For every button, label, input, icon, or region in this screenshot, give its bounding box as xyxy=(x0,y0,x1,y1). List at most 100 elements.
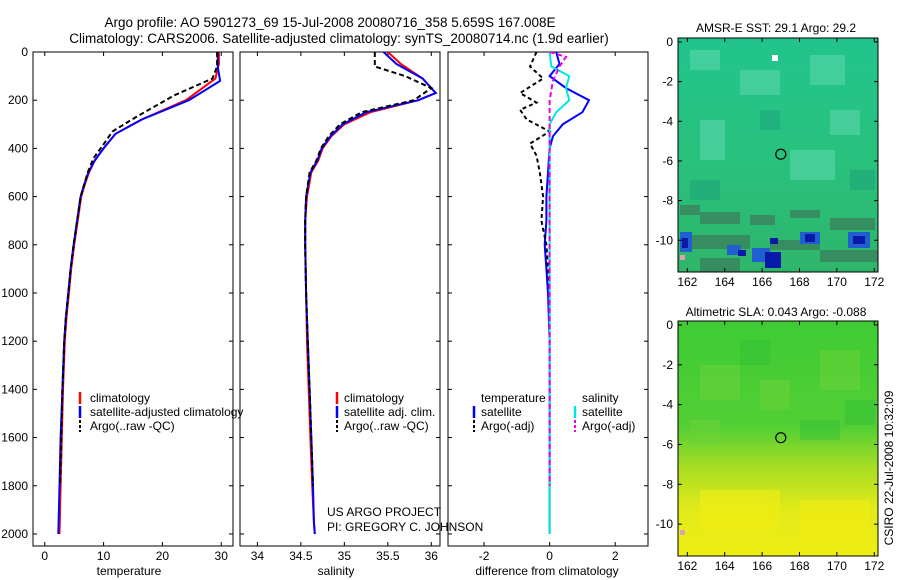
series-line-temperature-satellite xyxy=(543,52,591,534)
sla-map-frame xyxy=(677,320,879,557)
csiro-timestamp: CSIRO 22-Jul-2008 10:32:09 xyxy=(882,390,896,545)
credit-project: US ARGO PROJECT xyxy=(327,505,442,519)
series-line-argo-raw-qc- xyxy=(59,52,219,486)
sst-map-title: AMSR-E SST: 29.1 Argo: 29.2 xyxy=(696,21,856,35)
x-tick-label: 10 xyxy=(97,549,111,563)
map-x-tick-label: 164 xyxy=(715,275,735,289)
difference-series xyxy=(518,52,591,534)
salinity-plot-frame xyxy=(239,51,441,547)
sst-argo-marker xyxy=(775,148,787,160)
depth-axis: 0 200 400 600 800 1000 1200 1400 1600 1800 2000 xyxy=(1,45,28,541)
x-tick-label: 36 xyxy=(425,549,439,563)
map-x-tick-label: 172 xyxy=(864,559,884,573)
difference-x-label: difference from climatology xyxy=(475,564,618,578)
map-x-tick-label: 168 xyxy=(789,559,809,573)
legend-label-satellite-adjusted: satellite-adjusted climatology xyxy=(90,405,243,419)
temperature-series xyxy=(57,52,222,535)
series-line-temperature-argo-adj- xyxy=(518,52,552,486)
salinity-series xyxy=(304,52,438,535)
x-tick-label: 0 xyxy=(41,549,48,563)
temperature-plot-frame xyxy=(32,51,234,547)
figure-title-line2: Climatology: CARS2006. Satellite-adjuste… xyxy=(69,31,609,46)
sla-map-ticks: 162 164 166 168 170 172 0 -2 -4 -6 -8 -10 xyxy=(656,318,885,573)
sst-map-ticks: 162 164 166 168 170 172 0 -2 -4 -6 -8 -10 xyxy=(656,35,885,289)
map-y-tick-label: -6 xyxy=(662,154,673,168)
y-tick-label: 400 xyxy=(8,141,28,155)
legend-label-argo: Argo(..raw -QC) xyxy=(90,419,175,433)
legend-label-climatology: climatology xyxy=(344,391,404,405)
difference-panel: -2 0 2 difference from climatology tempera… xyxy=(447,51,649,578)
legend-label-satellite-adj: satellite adj. clim. xyxy=(344,405,435,419)
x-tick-label: 34 xyxy=(251,549,265,563)
y-tick-label: 1800 xyxy=(1,479,28,493)
series-line-satellite-adjusted-climatology xyxy=(57,52,222,535)
y-tick-label: 1600 xyxy=(1,431,28,445)
map-x-tick-label: 166 xyxy=(752,275,772,289)
series-line-climatology xyxy=(304,52,438,535)
sla-argo-marker xyxy=(775,432,787,444)
x-tick-label: 20 xyxy=(156,549,170,563)
map-y-tick-label: -4 xyxy=(662,114,673,128)
map-y-tick-label: -6 xyxy=(662,437,673,451)
sst-map-field xyxy=(678,38,878,272)
temperature-x-ticks: 0 10 20 30 xyxy=(33,51,233,563)
map-y-tick-label: -10 xyxy=(656,233,674,247)
series-line-salinity-satellite xyxy=(548,52,571,534)
sst-map-panel: AMSR-E SST: 29.1 Argo: 29.2 xyxy=(656,21,885,289)
legend-heading-salinity: salinity xyxy=(582,391,619,405)
series-line-climatology xyxy=(58,52,220,535)
map-y-tick-label: 0 xyxy=(666,35,673,49)
salinity-panel: 34 34.5 35 35.5 36 salinity climatology sate… xyxy=(239,51,483,578)
legend-label-argo: Argo(..raw -QC) xyxy=(344,419,429,433)
temperature-panel: 0 10 20 30 temperature climatology satellit… xyxy=(32,51,243,578)
figure-title-line1: Argo profile: AO 5901273_69 15-Jul-2008 … xyxy=(104,15,555,30)
temperature-x-label: temperature xyxy=(97,564,162,578)
legend-label-temp-satellite: satellite xyxy=(481,405,522,419)
sla-map-title: Altimetric SLA: 0.043 Argo: -0.088 xyxy=(686,305,867,319)
sla-map-panel: Altimetric SLA: 0.043 Argo: -0.088 162 16… xyxy=(656,305,885,573)
salinity-x-label: salinity xyxy=(318,564,355,578)
map-x-tick-label: 172 xyxy=(864,275,884,289)
legend-label-sal-satellite: satellite xyxy=(582,405,623,419)
sst-map-frame xyxy=(677,37,879,273)
map-x-tick-label: 164 xyxy=(715,559,735,573)
sla-map-field xyxy=(678,321,878,556)
legend-label-climatology: climatology xyxy=(90,391,150,405)
map-y-tick-label: -2 xyxy=(662,358,673,372)
x-tick-label: 30 xyxy=(215,549,229,563)
map-x-tick-label: 162 xyxy=(677,559,697,573)
difference-plot-frame xyxy=(447,51,649,547)
x-tick-label: -2 xyxy=(479,549,490,563)
salinity-legend: climatology satellite adj. clim. Argo(..… xyxy=(335,391,435,433)
series-line-salinity-argo-adj- xyxy=(548,52,568,486)
x-tick-label: 0 xyxy=(546,549,553,563)
difference-legend: temperature satellite Argo(-adj) salinit… xyxy=(472,391,635,433)
x-tick-label: 34.5 xyxy=(289,549,313,563)
map-y-tick-label: -2 xyxy=(662,75,673,89)
map-x-tick-label: 170 xyxy=(827,275,847,289)
x-tick-label: 35.5 xyxy=(376,549,400,563)
legend-label-temp-argo: Argo(-adj) xyxy=(481,419,534,433)
map-y-tick-label: -8 xyxy=(662,194,673,208)
y-tick-label: 1200 xyxy=(1,334,28,348)
map-y-tick-label: -10 xyxy=(656,517,674,531)
credit-pi: PI: GREGORY C. JOHNSON xyxy=(327,520,483,534)
y-tick-label: 1000 xyxy=(1,286,28,300)
y-tick-label: 2000 xyxy=(1,527,28,541)
y-tick-label: 600 xyxy=(8,190,28,204)
y-tick-label: 0 xyxy=(21,45,28,59)
temperature-legend: climatology satellite-adjusted climatolo… xyxy=(78,391,243,433)
legend-heading-temperature: temperature xyxy=(481,391,546,405)
series-line-argo-raw-qc- xyxy=(304,52,434,486)
y-tick-label: 200 xyxy=(8,93,28,107)
map-x-tick-label: 166 xyxy=(752,559,772,573)
x-tick-label: 2 xyxy=(612,549,619,563)
map-y-tick-label: -4 xyxy=(662,398,673,412)
map-x-tick-label: 162 xyxy=(677,275,697,289)
map-y-tick-label: 0 xyxy=(666,318,673,332)
map-x-tick-label: 168 xyxy=(789,275,809,289)
salinity-x-ticks: 34 34.5 35 35.5 36 xyxy=(240,51,440,563)
y-tick-label: 800 xyxy=(8,238,28,252)
series-line-satellite-adj-clim- xyxy=(304,52,438,535)
